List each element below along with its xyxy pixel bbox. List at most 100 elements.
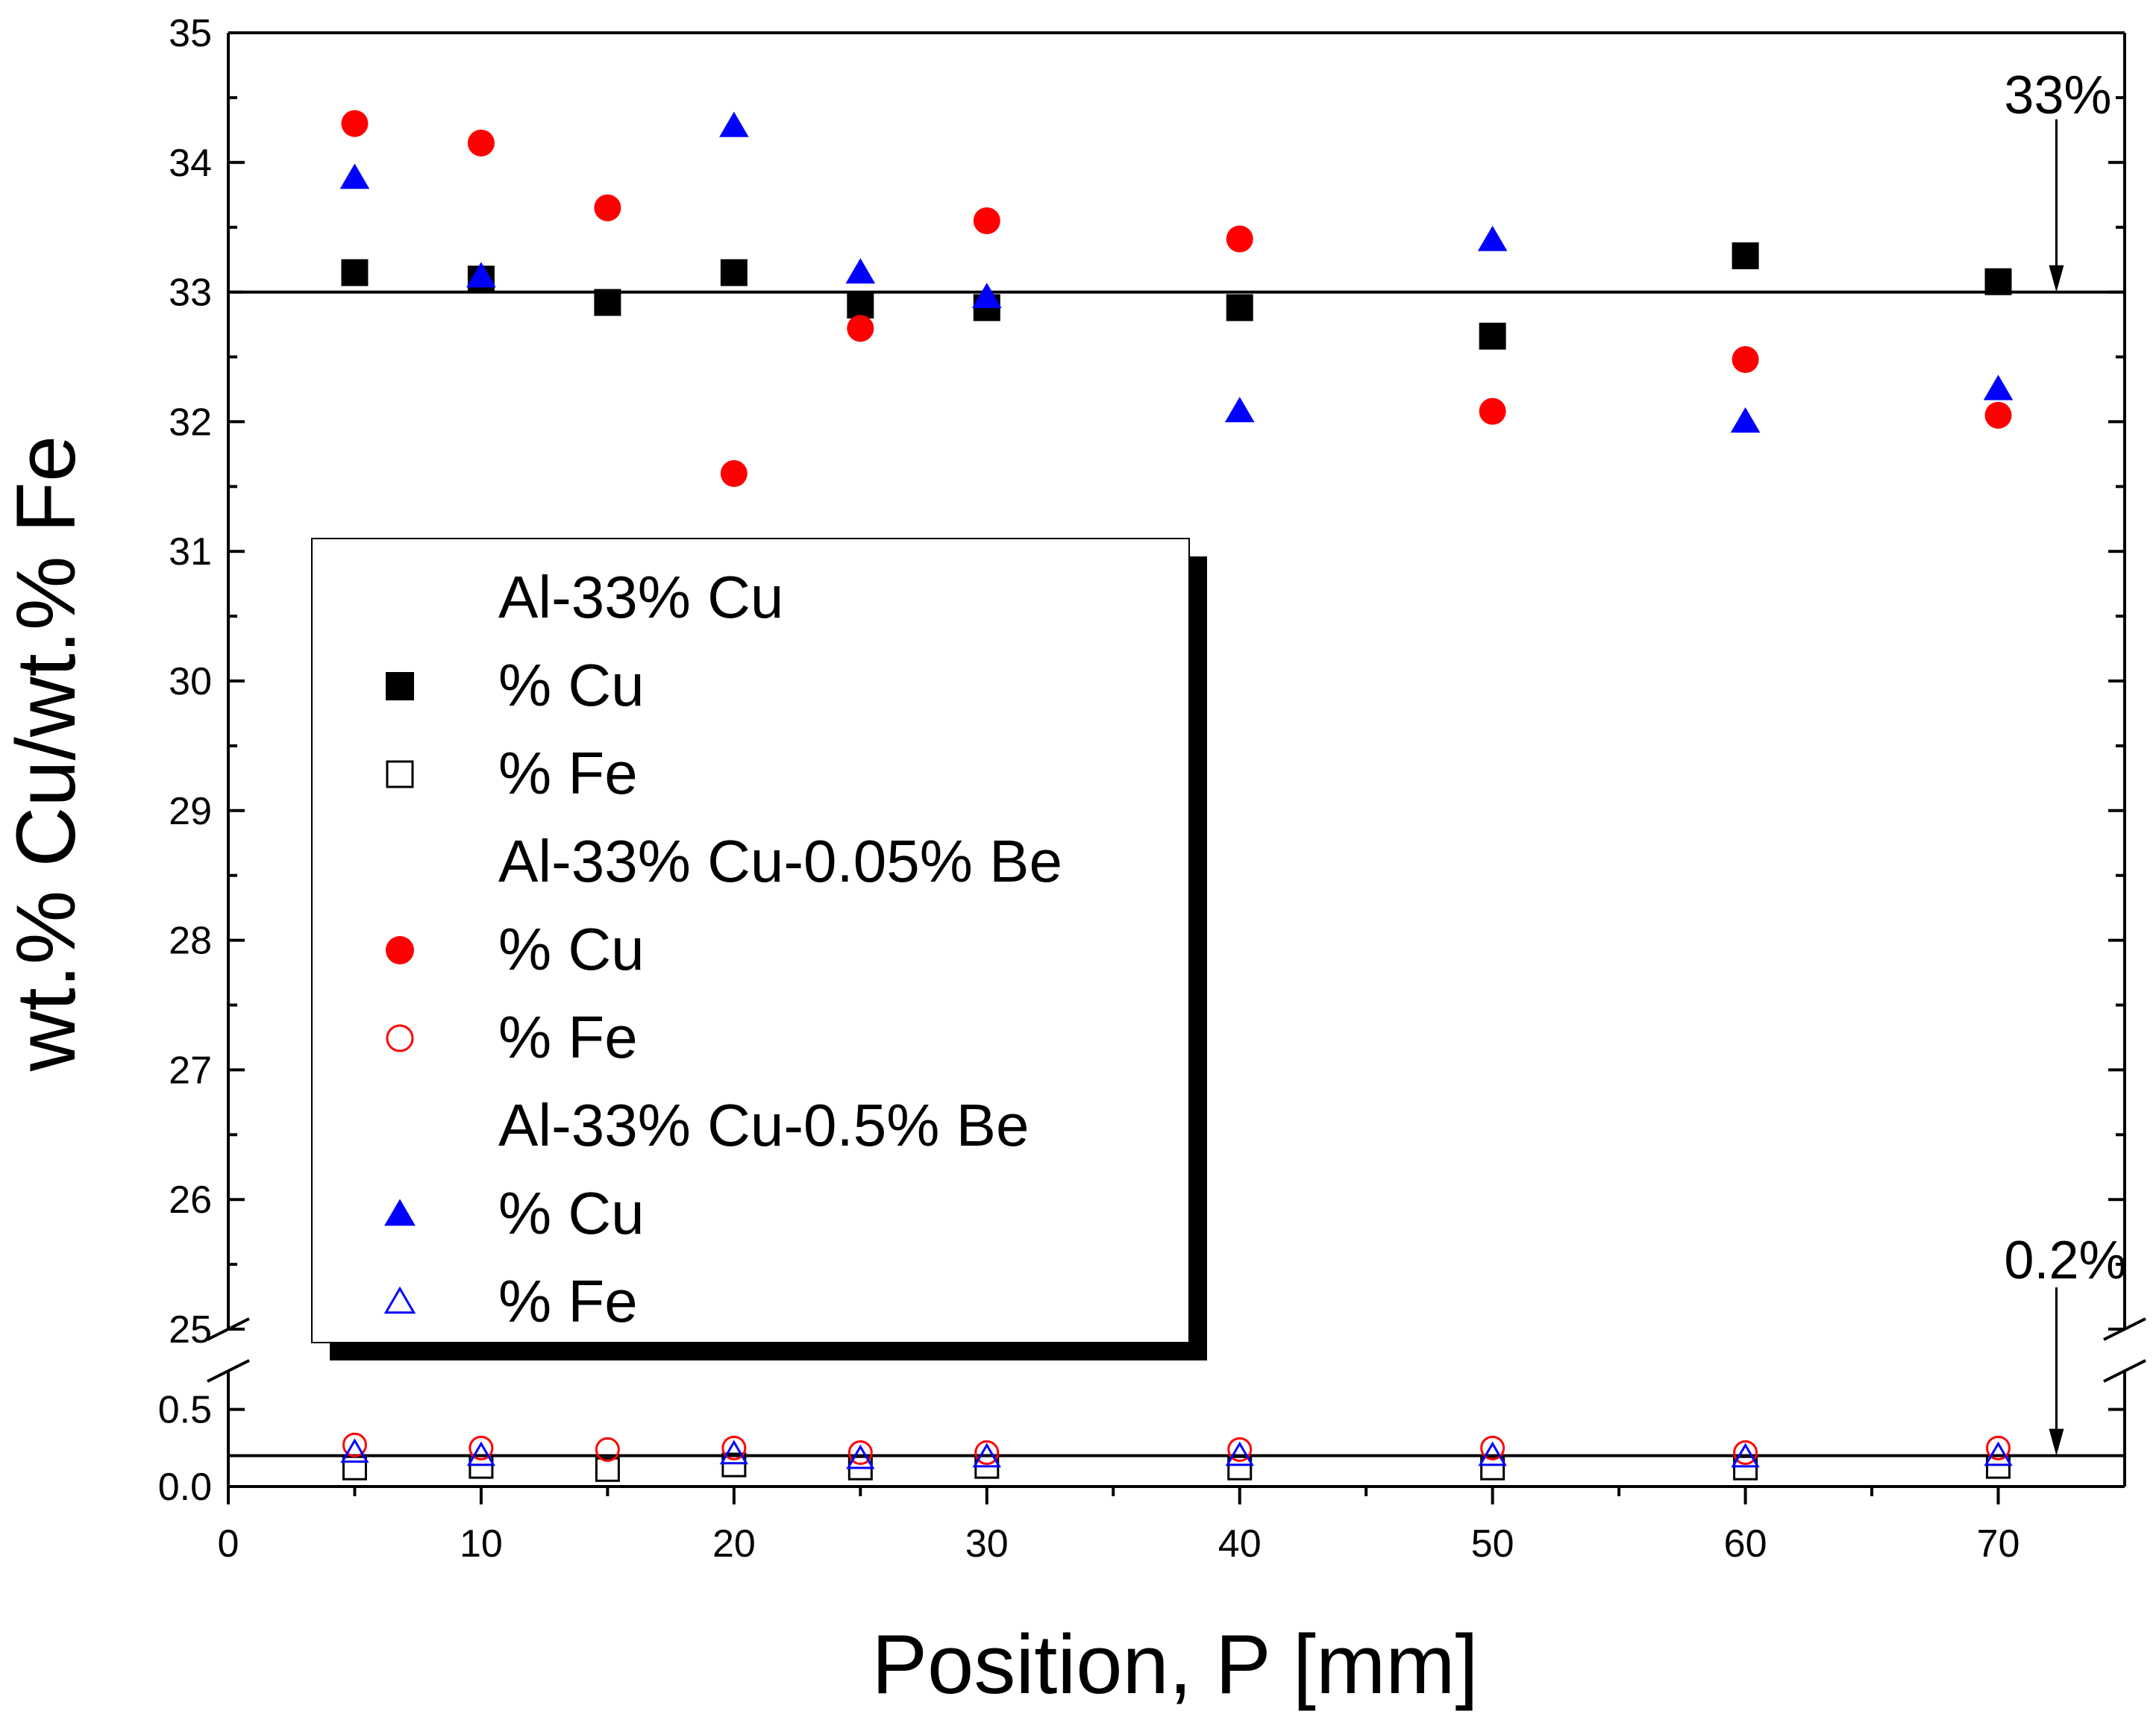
data-point	[594, 289, 621, 316]
x-tick-label: 40	[1218, 1522, 1262, 1566]
y-tick-label: 35	[169, 12, 212, 55]
axis-break-mark	[207, 1359, 250, 1383]
y-tick-label: 0.0	[158, 1466, 212, 1509]
data-point	[847, 1440, 873, 1466]
data-point	[1733, 1440, 1758, 1466]
legend-marker	[386, 1024, 414, 1052]
data-point	[1479, 398, 1506, 425]
y-tick-label: 33	[169, 271, 212, 315]
data-point	[972, 283, 1002, 309]
data-point	[341, 259, 369, 286]
x-tick-label: 50	[1471, 1522, 1514, 1566]
data-point	[1984, 401, 2012, 429]
data-point	[721, 1435, 747, 1460]
data-point	[340, 1438, 369, 1463]
y-tick-label: 31	[169, 530, 212, 574]
y-tick-label: 34	[169, 142, 212, 185]
tick-labels: 25 26 27 28 29 30 31 32 33 34 35 0.0 0.5 0 10 20 30 40 50 6…	[158, 12, 2125, 1566]
x-tick-label: 10	[460, 1522, 503, 1566]
data-point	[1478, 1441, 1507, 1466]
legend-entry-label: % Cu	[498, 1180, 645, 1246]
annotations: 33% 0.2%	[2004, 66, 2127, 1456]
data-point	[1984, 1441, 2013, 1466]
data-point	[1731, 1443, 1760, 1468]
data-point	[1983, 374, 2014, 401]
y-tick-label: 27	[169, 1049, 212, 1092]
y-tick-label: 30	[169, 660, 212, 703]
y-tick-label: 29	[169, 790, 212, 833]
legend-marker	[383, 1286, 416, 1314]
data-point	[973, 207, 1000, 235]
data-point	[847, 315, 874, 342]
arrow-33-head	[2049, 265, 2064, 292]
x-axis-title: Position, P [mm]	[871, 1618, 1478, 1711]
y-tick-label: 32	[169, 401, 212, 444]
series-5	[340, 1438, 2013, 1469]
data-point	[719, 1440, 748, 1465]
data-point	[846, 1444, 875, 1469]
reference-lines	[228, 290, 2125, 1457]
legend: Al-33% Cu % Cu % Fe Al-33% Cu-0.05% Be % Cu%…	[311, 538, 1207, 1360]
legend-box	[311, 538, 1190, 1343]
y-tick-label: 0.5	[158, 1389, 212, 1432]
data-point	[342, 1455, 367, 1481]
data-point	[1227, 1437, 1253, 1462]
x-tick-label: 60	[1724, 1522, 1767, 1566]
series-2	[341, 110, 2012, 487]
data-point	[1225, 1441, 1254, 1466]
arrow-0-2-head	[2049, 1428, 2064, 1456]
x-tick-label: 20	[712, 1522, 756, 1566]
x-tick-label: 0	[218, 1522, 239, 1566]
data-point	[1732, 242, 1759, 269]
legend-entry-label: % Cu	[498, 916, 645, 982]
x-tick-label: 30	[965, 1522, 1009, 1566]
annotation-0-2: 0.2%	[2004, 1231, 2126, 1290]
data-point	[1732, 345, 1759, 373]
series-4	[339, 111, 2014, 433]
data-point	[469, 1435, 494, 1460]
legend-marker	[386, 936, 414, 964]
data-point	[466, 1441, 496, 1466]
data-point	[467, 129, 495, 157]
y-axis-title: wt.% Cu/wt.% Fe	[0, 436, 93, 1073]
series-3	[342, 1432, 2011, 1466]
data-point	[1730, 407, 1761, 433]
data-point	[595, 1437, 620, 1462]
legend-marker	[384, 1199, 416, 1226]
legend-entry-label: % Fe	[498, 1004, 638, 1070]
data-point	[595, 1457, 620, 1482]
data-point	[1480, 1435, 1505, 1460]
data-point	[469, 1454, 494, 1479]
legend-group-title: Al-33% Cu-0.5% Be	[498, 1092, 1029, 1158]
data-point	[720, 459, 748, 487]
data-point	[1226, 225, 1253, 253]
data-point	[1479, 322, 1506, 350]
y-tick-label: 25	[169, 1308, 212, 1352]
series-0	[341, 242, 2012, 350]
data-point	[972, 1443, 1001, 1468]
data-point	[1733, 1455, 1758, 1481]
legend-entry-label: % Cu	[498, 652, 645, 718]
data-point	[1986, 1435, 2011, 1460]
legend-marker	[386, 672, 414, 700]
x-tick-label: 70	[1977, 1522, 2020, 1566]
y-tick-label: 26	[169, 1178, 212, 1222]
data-point	[720, 259, 748, 286]
legend-entry-label: % Fe	[498, 740, 638, 806]
data-point	[1984, 268, 2012, 295]
axis-break-mark	[2103, 1359, 2146, 1383]
data-point	[1226, 294, 1253, 321]
annotation-33: 33%	[2004, 66, 2111, 125]
data-point	[341, 110, 369, 137]
data-point	[721, 1452, 747, 1478]
data-point	[342, 1432, 367, 1457]
data-point	[1986, 1454, 2011, 1479]
data-point	[845, 258, 876, 284]
legend-marker	[386, 760, 414, 788]
data-point	[1480, 1455, 1505, 1481]
legend-group-title: Al-33% Cu-0.05% Be	[498, 828, 1062, 894]
data-point	[719, 111, 749, 137]
data-point	[594, 194, 621, 222]
data-point	[1227, 1455, 1253, 1481]
